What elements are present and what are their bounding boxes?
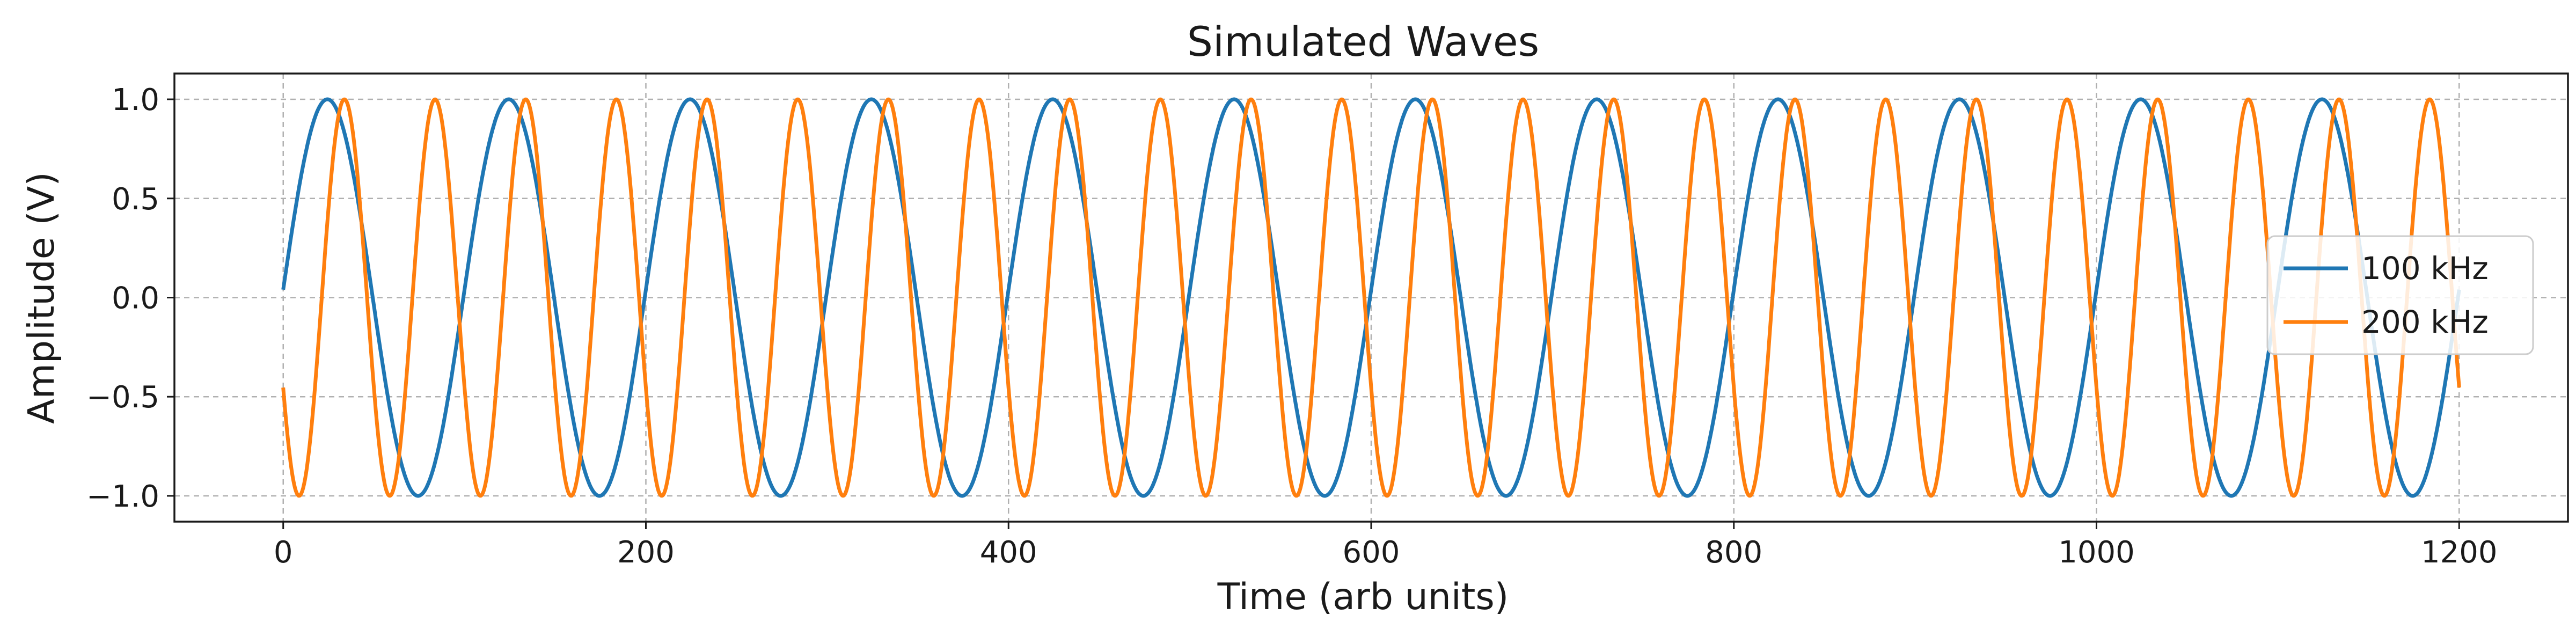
x-tick-label: 600 <box>1343 535 1400 570</box>
y-axis-ticks: −1.0 −0.5 0.0 0.5 1.0 <box>86 83 174 514</box>
series-line-200khz <box>281 97 2461 498</box>
y-axis-label: Amplitude (V) <box>20 172 63 424</box>
legend-label-100khz: 100 kHz <box>2361 250 2489 287</box>
chart-title: Simulated Waves <box>1187 18 1539 65</box>
legend: 100 kHz 200 kHz <box>2266 235 2534 355</box>
y-tick-label: 0.5 <box>112 182 159 217</box>
y-tick-label: −1.0 <box>86 479 159 514</box>
x-tick-label: 1200 <box>2421 535 2498 570</box>
x-tick-label: 0 <box>274 535 293 570</box>
x-axis-ticks: 0 200 400 600 800 1000 1200 <box>274 522 2498 570</box>
y-tick-label: 0.0 <box>112 281 159 316</box>
y-tick-label: −0.5 <box>86 380 159 415</box>
legend-box <box>2266 235 2534 355</box>
x-tick-label: 400 <box>980 535 1037 570</box>
legend-label-200khz: 200 kHz <box>2361 304 2489 340</box>
plot-series <box>281 97 2461 498</box>
y-tick-label: 1.0 <box>112 83 159 118</box>
series-line-100khz <box>281 97 2461 498</box>
x-tick-label: 800 <box>1705 535 1762 570</box>
x-axis-label: Time (arb units) <box>1217 576 1509 618</box>
x-tick-label: 1000 <box>2058 535 2135 570</box>
x-tick-label: 200 <box>617 535 675 570</box>
